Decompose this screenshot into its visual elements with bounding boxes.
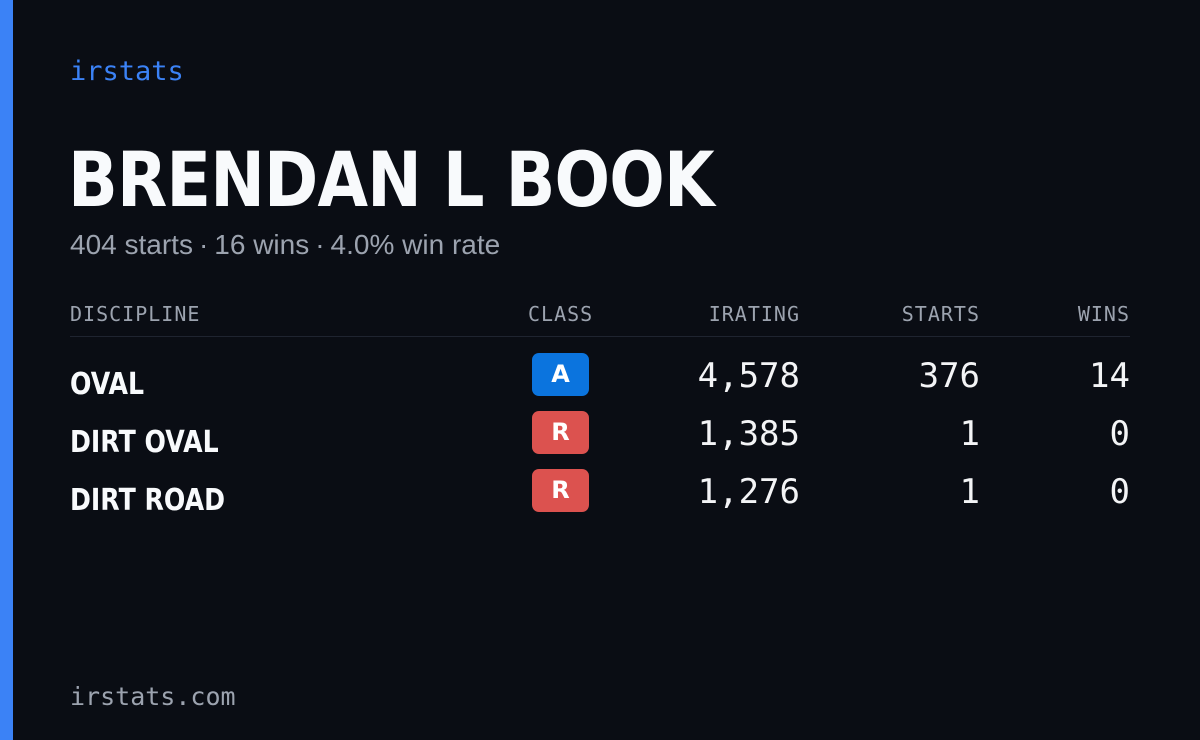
driver-summary: 404 starts · 16 wins · 4.0% win rate (70, 228, 500, 262)
table-row: DIRT OVAL R 1,385 1 0 (70, 411, 1130, 469)
header-wins: WINS (1077, 302, 1130, 326)
summary-separator: · (315, 229, 325, 260)
row-irating: 4,578 (697, 356, 800, 396)
table-row: DIRT ROAD R 1,276 1 0 (70, 469, 1130, 527)
header-starts: STARTS (901, 302, 980, 326)
row-starts: 1 (959, 472, 980, 512)
row-wins: 14 (1089, 356, 1130, 396)
header-discipline: DISCIPLINE (70, 302, 201, 326)
row-wins: 0 (1109, 472, 1130, 512)
class-badge: R (532, 411, 589, 454)
row-discipline: DIRT OVAL (70, 425, 219, 460)
table-header: DISCIPLINE CLASS IRATING STARTS WINS (70, 296, 1130, 337)
brand-logo-text: irstats (70, 56, 184, 87)
row-irating: 1,385 (697, 414, 800, 454)
footer-url[interactable]: irstats.com (70, 682, 236, 711)
table-body: OVAL A 4,578 376 14 DIRT OVAL R 1,385 1 … (70, 337, 1130, 527)
summary-separator: · (198, 229, 209, 260)
class-badge: R (532, 469, 589, 512)
row-discipline: OVAL (70, 367, 145, 402)
row-discipline: DIRT ROAD (70, 483, 226, 518)
table-row: OVAL A 4,578 376 14 (70, 353, 1130, 411)
summary-win-rate: 4.0% win rate (330, 229, 501, 260)
class-badge: A (532, 353, 589, 396)
driver-name: BRENDAN L BOOK (68, 135, 715, 224)
row-starts: 376 (918, 356, 980, 396)
summary-starts: 404 starts (70, 229, 193, 260)
row-irating: 1,276 (697, 472, 800, 512)
row-starts: 1 (959, 414, 980, 454)
row-wins: 0 (1109, 414, 1130, 454)
summary-wins: 16 wins (214, 229, 310, 260)
accent-bar (0, 0, 13, 740)
discipline-table: DISCIPLINE CLASS IRATING STARTS WINS OVA… (70, 296, 1130, 527)
header-class: CLASS (528, 302, 594, 326)
header-irating: IRATING (708, 302, 800, 326)
